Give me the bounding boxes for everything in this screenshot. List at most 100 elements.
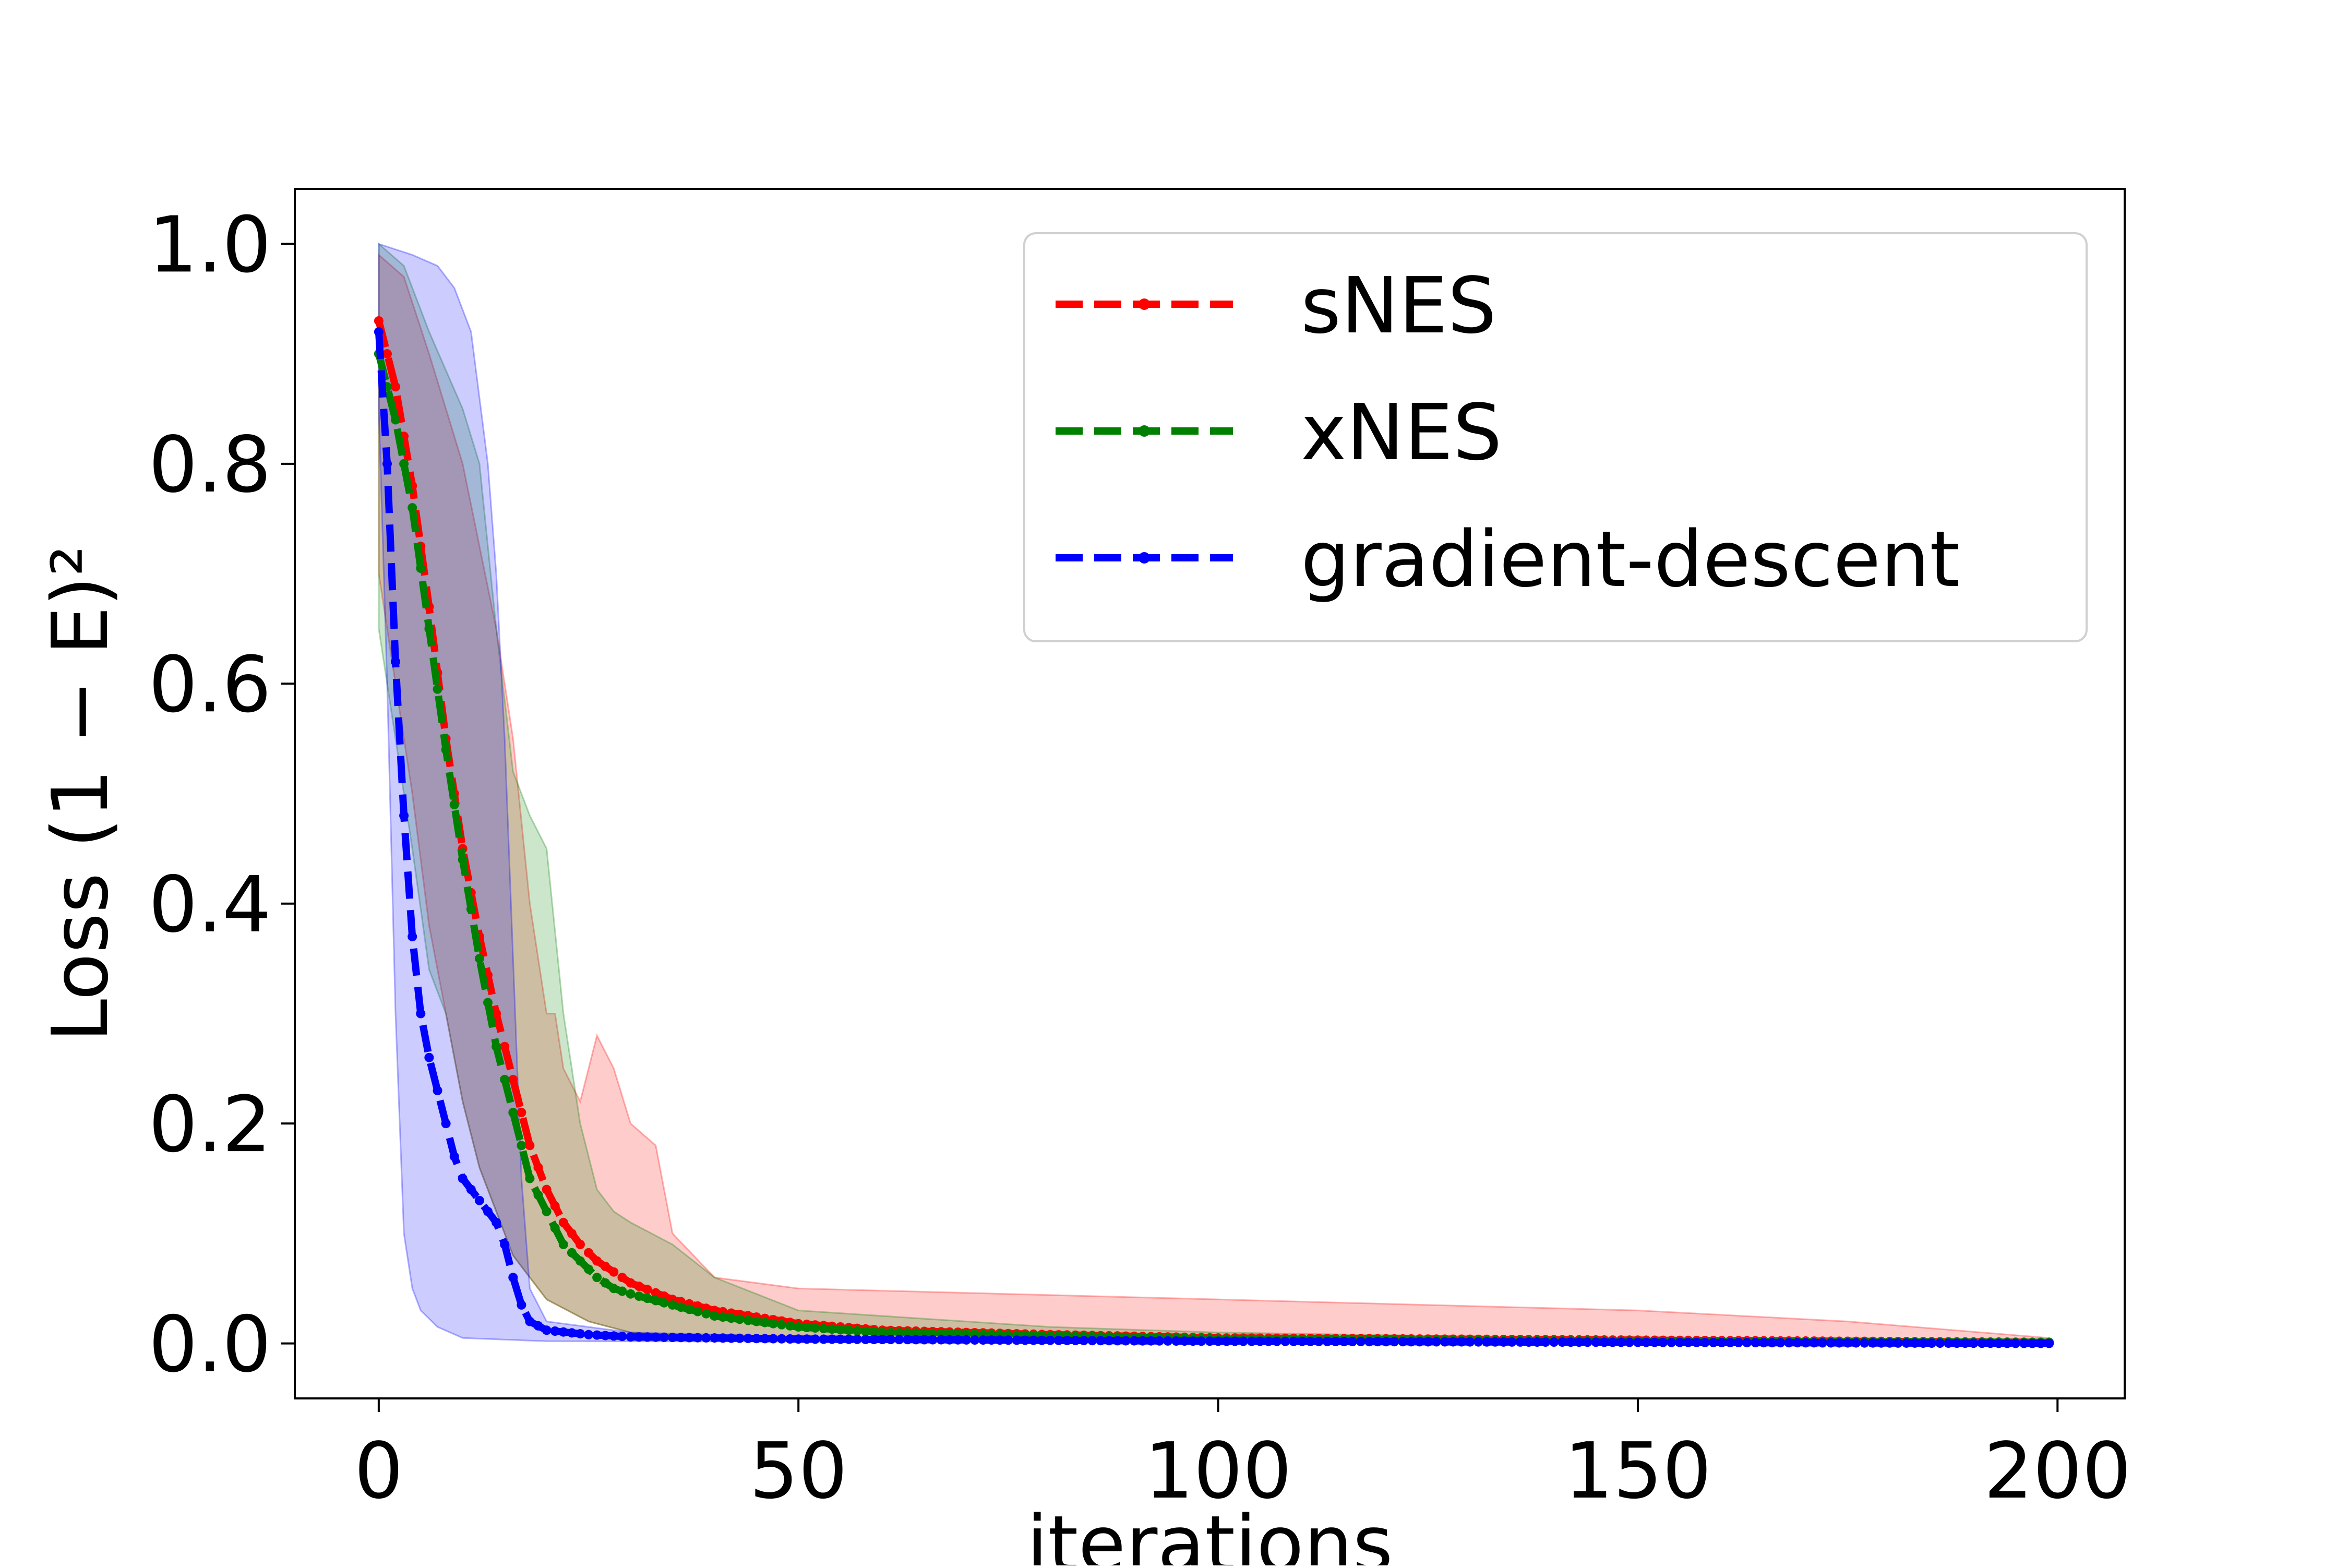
gradient-descent-point bbox=[1977, 1338, 1987, 1348]
gradient-descent-point bbox=[1985, 1338, 1995, 1348]
gradient-descent-point bbox=[1725, 1338, 1735, 1347]
gradient-descent-point bbox=[1667, 1337, 1676, 1347]
xnes-point bbox=[667, 1300, 677, 1310]
gradient-descent-point bbox=[1734, 1338, 1743, 1347]
xnes-point bbox=[886, 1327, 896, 1337]
snes-point bbox=[642, 1285, 652, 1295]
gradient-descent-point bbox=[1297, 1336, 1307, 1346]
gradient-descent-point bbox=[1642, 1337, 1651, 1347]
gradient-descent-point bbox=[441, 1119, 451, 1129]
xnes-point bbox=[416, 564, 426, 573]
gradient-descent-point bbox=[1331, 1337, 1340, 1346]
x-tick-label: 200 bbox=[1984, 1426, 2131, 1516]
xnes-point bbox=[835, 1325, 845, 1335]
gradient-descent-point bbox=[869, 1335, 879, 1344]
gradient-descent-point bbox=[408, 931, 417, 941]
snes-point bbox=[508, 1074, 518, 1084]
gradient-descent-point bbox=[1826, 1338, 1836, 1348]
gradient-descent-point bbox=[1289, 1336, 1299, 1346]
gradient-descent-point bbox=[962, 1335, 971, 1345]
gradient-descent-point bbox=[1809, 1338, 1819, 1348]
snes-point bbox=[609, 1267, 619, 1277]
snes-point bbox=[567, 1228, 577, 1238]
gradient-descent-point bbox=[1817, 1338, 1827, 1348]
gradient-descent-point bbox=[810, 1334, 820, 1344]
gradient-descent-point bbox=[1339, 1337, 1349, 1347]
gradient-descent-point bbox=[458, 1174, 468, 1183]
gradient-descent-point bbox=[1910, 1338, 1920, 1348]
x-axis-label: iterations bbox=[1026, 1499, 1393, 1565]
xnes-point bbox=[617, 1286, 627, 1296]
gradient-descent-point bbox=[1071, 1336, 1081, 1345]
gradient-descent-point bbox=[710, 1333, 720, 1343]
xnes-point bbox=[517, 1141, 526, 1151]
gradient-descent-point bbox=[2036, 1338, 2046, 1348]
gradient-descent-point bbox=[1700, 1337, 1710, 1347]
gradient-descent-point bbox=[878, 1335, 888, 1345]
gradient-descent-point bbox=[1885, 1338, 1895, 1348]
gradient-descent-point bbox=[1280, 1336, 1290, 1346]
gradient-descent-point bbox=[1901, 1338, 1911, 1348]
gradient-descent-point bbox=[953, 1335, 963, 1345]
gradient-descent-point bbox=[634, 1332, 644, 1342]
gradient-descent-point bbox=[903, 1335, 913, 1345]
gradient-descent-point bbox=[1121, 1336, 1131, 1346]
gradient-descent-point bbox=[1356, 1337, 1366, 1347]
legend-marker-gradient-descent bbox=[1139, 552, 1150, 564]
gradient-descent-point bbox=[1087, 1336, 1097, 1346]
snes-point bbox=[382, 349, 392, 359]
xnes-point bbox=[483, 998, 493, 1008]
gradient-descent-point bbox=[1935, 1338, 1945, 1348]
snes-point bbox=[500, 1042, 510, 1051]
gradient-descent-point bbox=[1767, 1338, 1777, 1348]
gradient-descent-point bbox=[1137, 1336, 1147, 1346]
xnes-point bbox=[878, 1327, 888, 1337]
gradient-descent-point bbox=[1708, 1337, 1718, 1347]
xnes-point bbox=[492, 1042, 501, 1051]
gradient-descent-point bbox=[1406, 1337, 1416, 1347]
legend-entry-gradient-descent: gradient-descent bbox=[1056, 514, 1960, 604]
gradient-descent-point bbox=[1608, 1337, 1618, 1347]
gradient-descent-point bbox=[1020, 1335, 1030, 1345]
snes-point bbox=[651, 1288, 661, 1298]
xnes-point bbox=[525, 1174, 535, 1183]
gradient-descent-point bbox=[995, 1335, 1005, 1345]
gradient-descent-point bbox=[1364, 1337, 1374, 1347]
gradient-descent-point bbox=[550, 1326, 560, 1336]
y-tick-label: 1.0 bbox=[149, 200, 271, 290]
gradient-descent-point bbox=[760, 1334, 770, 1344]
gradient-descent-point bbox=[835, 1334, 845, 1344]
y-axis-ticks: 0.0 0.2 0.4 0.6 0.8 1.0 bbox=[149, 200, 295, 1390]
xnes-point bbox=[726, 1313, 736, 1323]
xnes-point bbox=[743, 1315, 753, 1325]
x-tick-label: 150 bbox=[1564, 1426, 1712, 1516]
legend-marker-xnes bbox=[1139, 425, 1150, 437]
gradient-descent-point bbox=[1440, 1337, 1449, 1347]
gradient-descent-point bbox=[567, 1328, 577, 1338]
gradient-descent-point bbox=[1028, 1335, 1038, 1345]
xnes-point bbox=[391, 415, 400, 425]
gradient-descent-point bbox=[1515, 1337, 1525, 1347]
gradient-descent-point bbox=[1037, 1335, 1047, 1345]
gradient-descent-point bbox=[1205, 1336, 1215, 1346]
gradient-descent-point bbox=[1188, 1336, 1198, 1346]
gradient-descent-point bbox=[391, 657, 400, 667]
gradient-descent-point bbox=[1415, 1337, 1424, 1347]
xnes-point bbox=[760, 1318, 770, 1327]
gradient-descent-point bbox=[1952, 1338, 1962, 1348]
xnes-point bbox=[651, 1296, 661, 1306]
xnes-point bbox=[466, 904, 476, 914]
snes-point bbox=[592, 1256, 602, 1266]
gradient-descent-point bbox=[1860, 1338, 1870, 1348]
gradient-descent-point bbox=[1583, 1337, 1592, 1347]
gradient-descent-point bbox=[508, 1273, 518, 1283]
gradient-descent-point bbox=[576, 1329, 585, 1339]
xnes-point bbox=[584, 1264, 594, 1274]
gradient-descent-point bbox=[1348, 1337, 1357, 1347]
xnes-point bbox=[685, 1304, 694, 1314]
snes-point bbox=[558, 1217, 568, 1227]
legend-label-snes: sNES bbox=[1301, 261, 1496, 351]
gradient-descent-point bbox=[374, 327, 384, 337]
